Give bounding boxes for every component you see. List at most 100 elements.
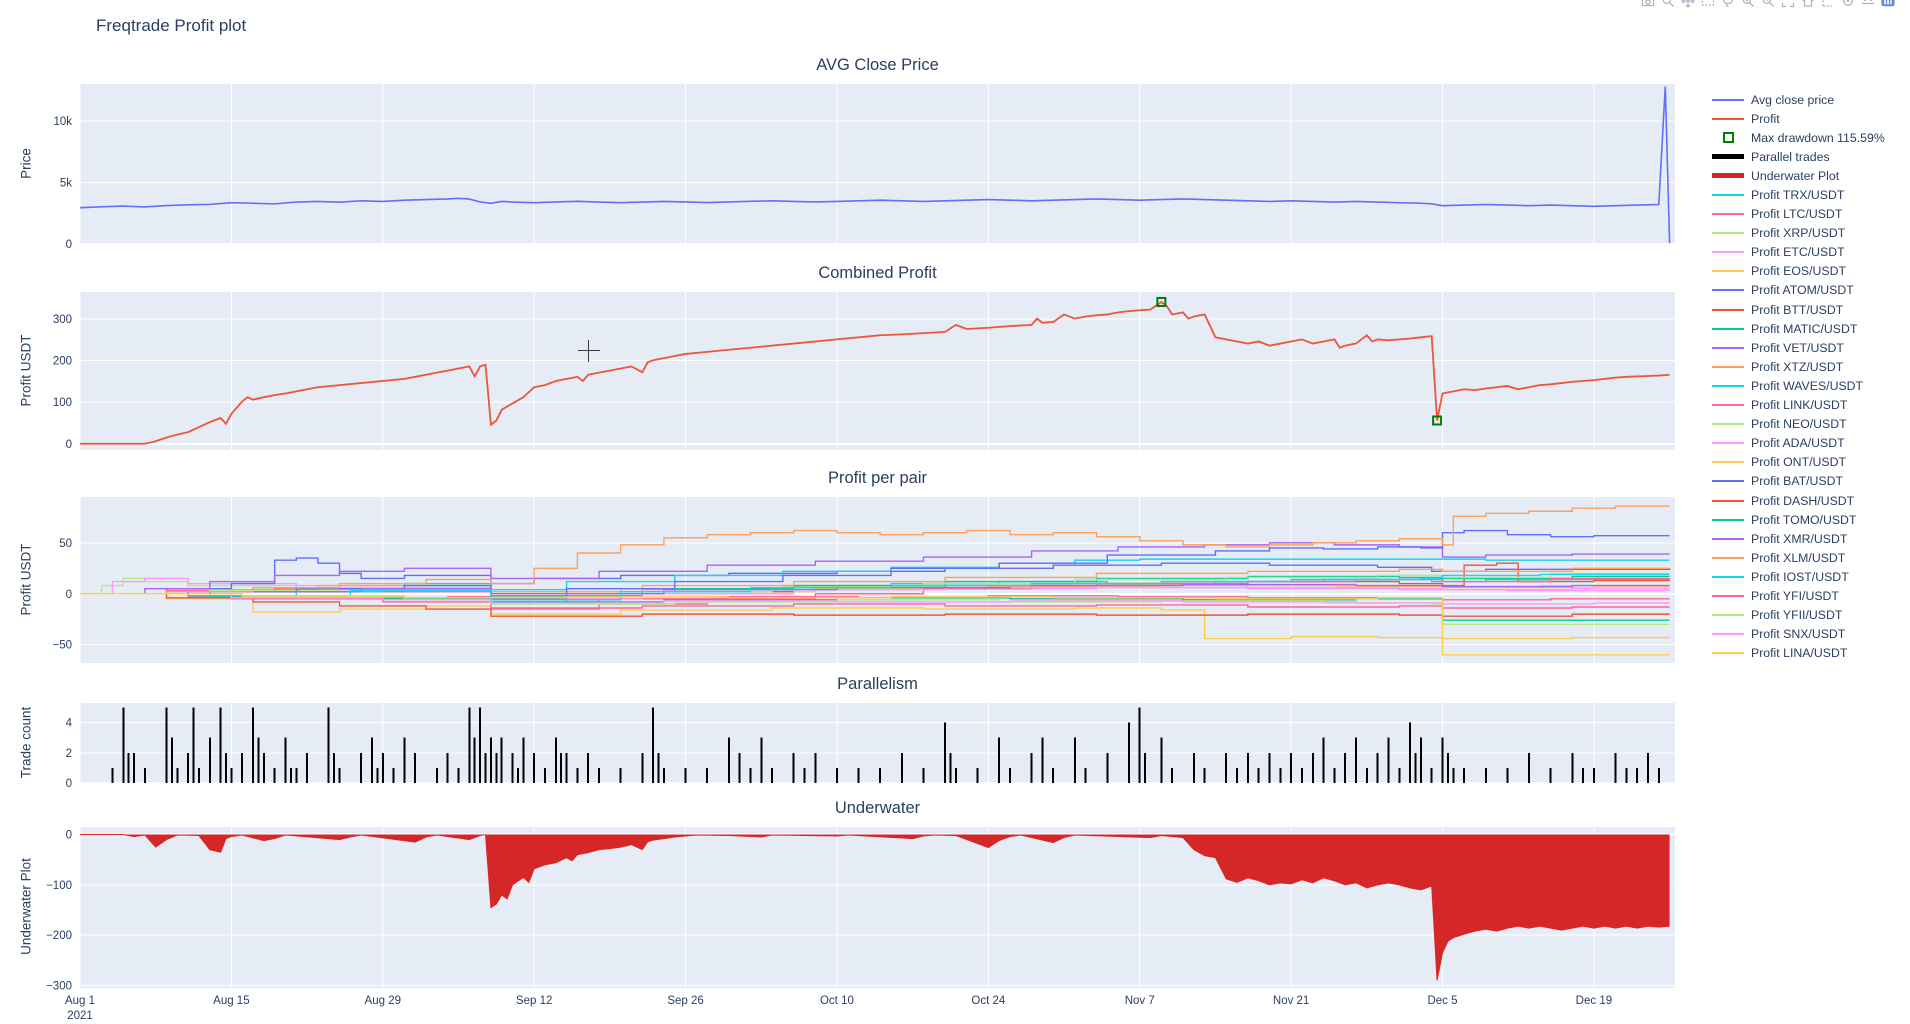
parallelism-bar [435, 767, 438, 783]
modebar-zoom-in-icon[interactable] [1741, 0, 1758, 8]
modebar-reset-axes-icon[interactable] [1801, 0, 1818, 8]
parallelism-bar [1138, 707, 1141, 783]
legend-item-profit-btt-usdt[interactable]: Profit BTT/USDT [1712, 300, 1885, 319]
modebar-camera-icon[interactable] [1641, 0, 1658, 8]
series-profit-atom-usdt [80, 557, 1671, 595]
series-profit-yfii-usdt [80, 593, 1670, 625]
legend-item-profit-xlm-usdt[interactable]: Profit XLM/USDT [1712, 548, 1885, 567]
parallelism-bar [197, 767, 200, 783]
modebar-hover-closest-icon[interactable] [1841, 0, 1858, 8]
legend-item-profit-eos-usdt[interactable]: Profit EOS/USDT [1712, 262, 1885, 281]
parallelism-bar [1279, 767, 1282, 783]
parallelism-bar [944, 722, 947, 783]
modebar-pan-icon[interactable] [1681, 0, 1698, 8]
y-tick-label: 300 [53, 314, 72, 326]
parallelism-bar [241, 752, 244, 783]
legend-item-profit-ont-usdt[interactable]: Profit ONT/USDT [1712, 453, 1885, 472]
subplot-combined-profit: 0 100 200 300 [53, 292, 1675, 451]
x-tick-label: Sep 26 [667, 995, 704, 1007]
legend-line-icon [1712, 173, 1744, 179]
legend-item-profit[interactable]: Profit [1712, 109, 1885, 128]
legend-item-profit-snx-usdt[interactable]: Profit SNX/USDT [1712, 625, 1885, 644]
modebar-box-select-icon[interactable] [1701, 0, 1718, 8]
modebar-zoom-icon[interactable] [1661, 0, 1678, 8]
legend-item-profit-tomo-usdt[interactable]: Profit TOMO/USDT [1712, 510, 1885, 529]
parallelism-bar [516, 767, 519, 783]
parallelism-bar [792, 752, 795, 783]
series-underwater-plot [80, 833, 1670, 981]
legend-item-profit-link-usdt[interactable]: Profit LINK/USDT [1712, 396, 1885, 415]
legend-item-profit-xmr-usdt[interactable]: Profit XMR/USDT [1712, 529, 1885, 548]
modebar-spikelines-icon[interactable] [1821, 0, 1838, 8]
legend-item-parallel-trades[interactable]: Parallel trades [1712, 147, 1885, 166]
y-tick-label: 0 [66, 439, 72, 451]
parallelism-bar [587, 752, 590, 783]
parallelism-bar [376, 767, 379, 783]
modebar-hover-compare-icon[interactable] [1861, 0, 1878, 8]
x-tick-label: Oct 10 [819, 995, 854, 1007]
parallelism-bar [252, 707, 255, 783]
legend-item-max-drawdown-115-59[interactable]: Max drawdown 115.59% [1712, 128, 1885, 147]
parallelism-bar [392, 767, 395, 783]
parallelism-bar [208, 737, 211, 783]
legend-item-label: Profit YFII/USDT [1751, 608, 1843, 623]
legend-item-profit-bat-usdt[interactable]: Profit BAT/USDT [1712, 472, 1885, 491]
legend-item-avg-close-price[interactable]: Avg close price [1712, 90, 1885, 109]
legend-item-profit-waves-usdt[interactable]: Profit WAVES/USDT [1712, 376, 1885, 395]
legend-item-profit-ltc-usdt[interactable]: Profit LTC/USDT [1712, 205, 1885, 224]
legend-item-profit-xrp-usdt[interactable]: Profit XRP/USDT [1712, 224, 1885, 243]
legend-line-icon [1712, 633, 1744, 636]
parallelism-bar [1333, 767, 1336, 783]
legend-item-profit-ada-usdt[interactable]: Profit ADA/USDT [1712, 434, 1885, 453]
legend-item-profit-vet-usdt[interactable]: Profit VET/USDT [1712, 338, 1885, 357]
parallelism-bar [684, 767, 687, 783]
parallelism-bar [1236, 767, 1239, 783]
subplot-avg-close-price: 0 5k 10k [53, 84, 1675, 251]
legend-item-profit-etc-usdt[interactable]: Profit ETC/USDT [1712, 243, 1885, 262]
plotly-logo-icon[interactable] [1881, 0, 1898, 8]
legend-line-icon [1712, 556, 1744, 559]
parallelism-bar [1084, 767, 1087, 783]
legend-item-profit-yfi-usdt[interactable]: Profit YFI/USDT [1712, 586, 1885, 605]
legend-item-label: Profit TRX/USDT [1751, 188, 1845, 203]
y-axis-label-price: Price [18, 148, 34, 179]
legend-item-profit-dash-usdt[interactable]: Profit DASH/USDT [1712, 491, 1885, 510]
series-profit-xtz-usdt [80, 567, 1670, 595]
parallelism-bar [1549, 767, 1552, 783]
parallelism-bar [533, 752, 536, 783]
y-tick-label: −200 [46, 930, 72, 942]
modebar-lasso-icon[interactable] [1721, 0, 1738, 8]
legend-item-profit-yfii-usdt[interactable]: Profit YFII/USDT [1712, 606, 1885, 625]
legend-item-profit-xtz-usdt[interactable]: Profit XTZ/USDT [1712, 357, 1885, 376]
legend-item-profit-neo-usdt[interactable]: Profit NEO/USDT [1712, 415, 1885, 434]
legend-item-underwater-plot[interactable]: Underwater Plot [1712, 166, 1885, 185]
parallelism-bar [230, 767, 233, 783]
parallelism-bar [381, 752, 384, 783]
subplot-title-avg-close-price: AVG Close Price [816, 56, 939, 74]
parallelism-bar [468, 707, 471, 783]
legend-item-label: Profit XTZ/USDT [1751, 359, 1844, 374]
legend-item-profit-lina-usdt[interactable]: Profit LINA/USDT [1712, 644, 1885, 663]
parallelism-bar [760, 737, 763, 783]
series-avg-close-price [79, 86, 1671, 244]
legend-line-icon [1712, 404, 1744, 407]
legend-item-profit-atom-usdt[interactable]: Profit ATOM/USDT [1712, 281, 1885, 300]
y-tick-label: 2 [66, 748, 72, 760]
legend-item-profit-trx-usdt[interactable]: Profit TRX/USDT [1712, 185, 1885, 204]
parallelism-bar [1441, 737, 1444, 783]
parallelism-bar [295, 767, 298, 783]
parallelism-bar [771, 767, 774, 783]
parallelism-bar [306, 752, 309, 783]
parallelism-bar [1528, 752, 1531, 783]
legend-item-profit-iost-usdt[interactable]: Profit IOST/USDT [1712, 567, 1885, 586]
parallelism-bar [949, 752, 952, 783]
parallelism-bar [1290, 752, 1293, 783]
modebar-zoom-out-icon[interactable] [1761, 0, 1778, 8]
legend-line-icon [1712, 232, 1744, 235]
legend-line-icon [1712, 499, 1744, 502]
parallelism-bar [1106, 752, 1109, 783]
legend-item-profit-matic-usdt[interactable]: Profit MATIC/USDT [1712, 319, 1885, 338]
parallelism-bar [976, 767, 979, 783]
